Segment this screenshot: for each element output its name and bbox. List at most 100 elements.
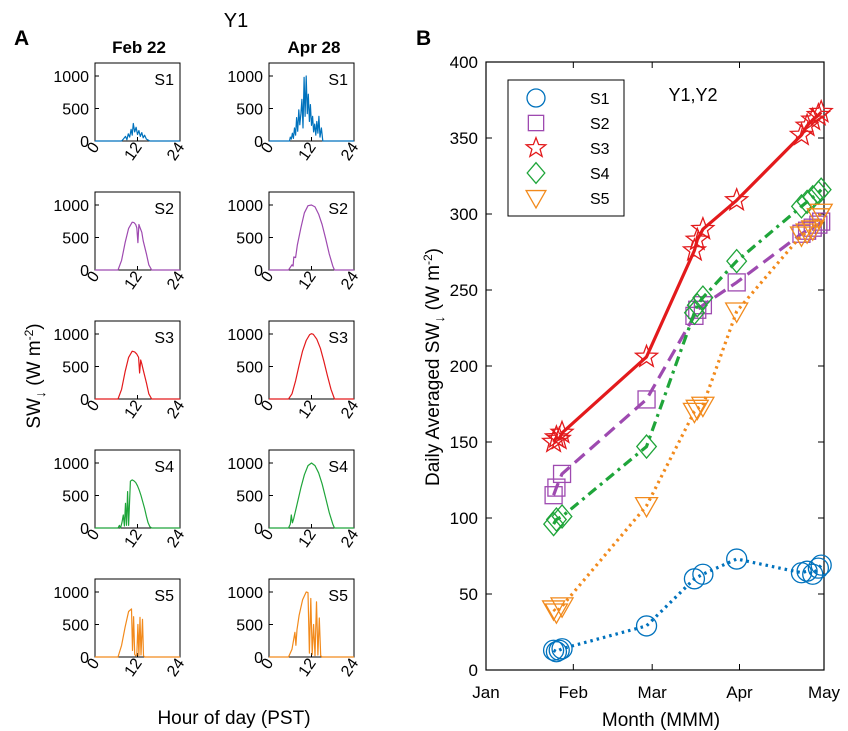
subplot-s4-apr28: 0 500 1000 0 12 24 S4: [227, 449, 362, 551]
y-tick-label: 0: [80, 392, 89, 409]
data-point-s5: [789, 226, 814, 248]
data-point-s3: [633, 343, 660, 368]
x-tick-label: 12: [296, 268, 320, 292]
y-tick-label: 1000: [227, 198, 263, 215]
x-tick-label: Apr: [726, 683, 753, 702]
data-point-s1: [692, 563, 714, 585]
data-point-s4: [551, 503, 573, 529]
y-tick-label: 500: [62, 618, 89, 635]
x-tick-label: May: [808, 683, 841, 702]
series-s5: [541, 203, 834, 625]
data-point-s3: [690, 215, 716, 241]
y-tick-label: 1000: [227, 585, 263, 602]
y-tick-label: 500: [62, 489, 89, 506]
x-tick-label: 24: [338, 268, 362, 292]
x-tick-label: 0: [84, 139, 103, 156]
y-tick-label: 500: [236, 231, 263, 248]
subplot-s5-apr28: 0 500 1000 0 12 24 S5: [227, 578, 362, 680]
y-tick-label: 250: [450, 281, 478, 300]
data-point-s1: [545, 641, 568, 663]
y-tick-label: 0: [254, 134, 263, 151]
x-tick-label: 0: [258, 526, 277, 543]
station-label-s5: S5: [328, 588, 348, 605]
data-point-s4: [810, 177, 832, 203]
y-tick-label: 500: [62, 102, 89, 119]
data-point-s4: [545, 507, 568, 533]
subplot-s2-feb22: 0 500 1000 0 12 24 S2: [53, 191, 188, 293]
panel-a-ylabel: SW↓ (W m-2): [22, 323, 48, 428]
data-point-s5: [549, 597, 575, 619]
y-tick-label: 500: [62, 360, 89, 377]
x-tick-label: 12: [296, 397, 320, 421]
y-tick-label: 100: [450, 509, 478, 528]
data-point-s5: [809, 203, 834, 225]
x-tick-label: 0: [258, 655, 277, 672]
subplot-s3-feb22: 0 500 1000 0 12 24 S3: [53, 320, 188, 422]
y-tick-label: 1000: [227, 327, 263, 344]
data-point-s2: [547, 478, 566, 497]
subplot-frame: [94, 62, 181, 142]
station-label-s3: S3: [328, 330, 348, 347]
station-label-s2: S2: [154, 201, 174, 218]
y-tick-label: 0: [80, 263, 89, 280]
series-line-s5: [95, 608, 180, 658]
x-tick-label: 24: [164, 268, 188, 292]
data-point-s1: [802, 563, 824, 585]
station-label-s2: S2: [328, 201, 348, 218]
data-point-s1: [726, 548, 748, 570]
y-tick-label: 200: [450, 357, 478, 376]
x-tick-label: 12: [296, 139, 320, 163]
subplot-frame: [94, 449, 181, 529]
data-point-s5: [634, 496, 659, 519]
y-tick-label: 150: [450, 433, 478, 452]
x-tick-label: Feb: [559, 683, 588, 702]
data-point-s3: [549, 419, 575, 444]
legend-marker-s3: [524, 135, 548, 158]
data-point-s5: [682, 402, 707, 424]
data-point-s3: [788, 121, 815, 146]
y-tick-label: 0: [254, 650, 263, 667]
series-line-s3: [95, 350, 180, 400]
x-tick-label: 24: [338, 139, 362, 163]
data-point-s1: [551, 638, 573, 660]
panel-b-daily-plot: 0 50 100 150 200 250 300 350 400 Jan Feb Mar Apr May S…: [450, 53, 841, 702]
data-point-s3: [808, 98, 834, 124]
legend-marker-s4: [526, 161, 546, 185]
series-line-s4: [95, 479, 180, 529]
y-tick-label: 1000: [53, 456, 89, 473]
x-tick-label: 24: [164, 526, 188, 550]
data-point-s4: [692, 285, 714, 311]
data-point-s1: [542, 639, 565, 661]
y-tick-label: 0: [254, 263, 263, 280]
panel-a-title: Y1: [224, 10, 248, 32]
station-label-s4: S4: [328, 459, 348, 476]
subplot-s4-feb22: 0 500 1000 0 12 24 S4: [53, 449, 188, 551]
data-point-s4: [726, 248, 748, 274]
subplot-frame: [268, 62, 355, 142]
x-tick-label: 24: [338, 526, 362, 550]
x-tick-label: 0: [84, 268, 103, 285]
x-tick-label: Jan: [472, 683, 499, 702]
subplot-frame: [94, 320, 181, 400]
y-tick-label: 300: [450, 205, 478, 224]
data-point-s5: [690, 396, 716, 418]
series-s3: [540, 98, 834, 453]
data-point-s1: [548, 639, 570, 661]
y-tick-label: 1000: [227, 456, 263, 473]
y-tick-label: 50: [459, 585, 478, 604]
x-tick-label: 12: [296, 526, 320, 550]
x-tick-label: 12: [122, 397, 146, 421]
panel-a-diurnal-grid: 0 500 1000 0 12 24 S1 0 500 1000 0 12 24 S1 0 500 1000 0 1…: [53, 62, 362, 680]
series-line-s5: [269, 591, 354, 658]
subplot-s2-apr28: 0 500 1000 0 12 24 S2: [227, 191, 362, 293]
x-tick-label: 12: [122, 268, 146, 292]
x-tick-label: 0: [84, 655, 103, 672]
legend-label-s3: S3: [590, 141, 610, 158]
legend-label-s4: S4: [590, 166, 610, 183]
legend-marker-s1: [526, 88, 546, 108]
y-tick-label: 0: [469, 661, 478, 680]
y-tick-label: 0: [254, 392, 263, 409]
x-tick-label: 24: [164, 655, 188, 679]
data-point-s2: [688, 300, 707, 319]
